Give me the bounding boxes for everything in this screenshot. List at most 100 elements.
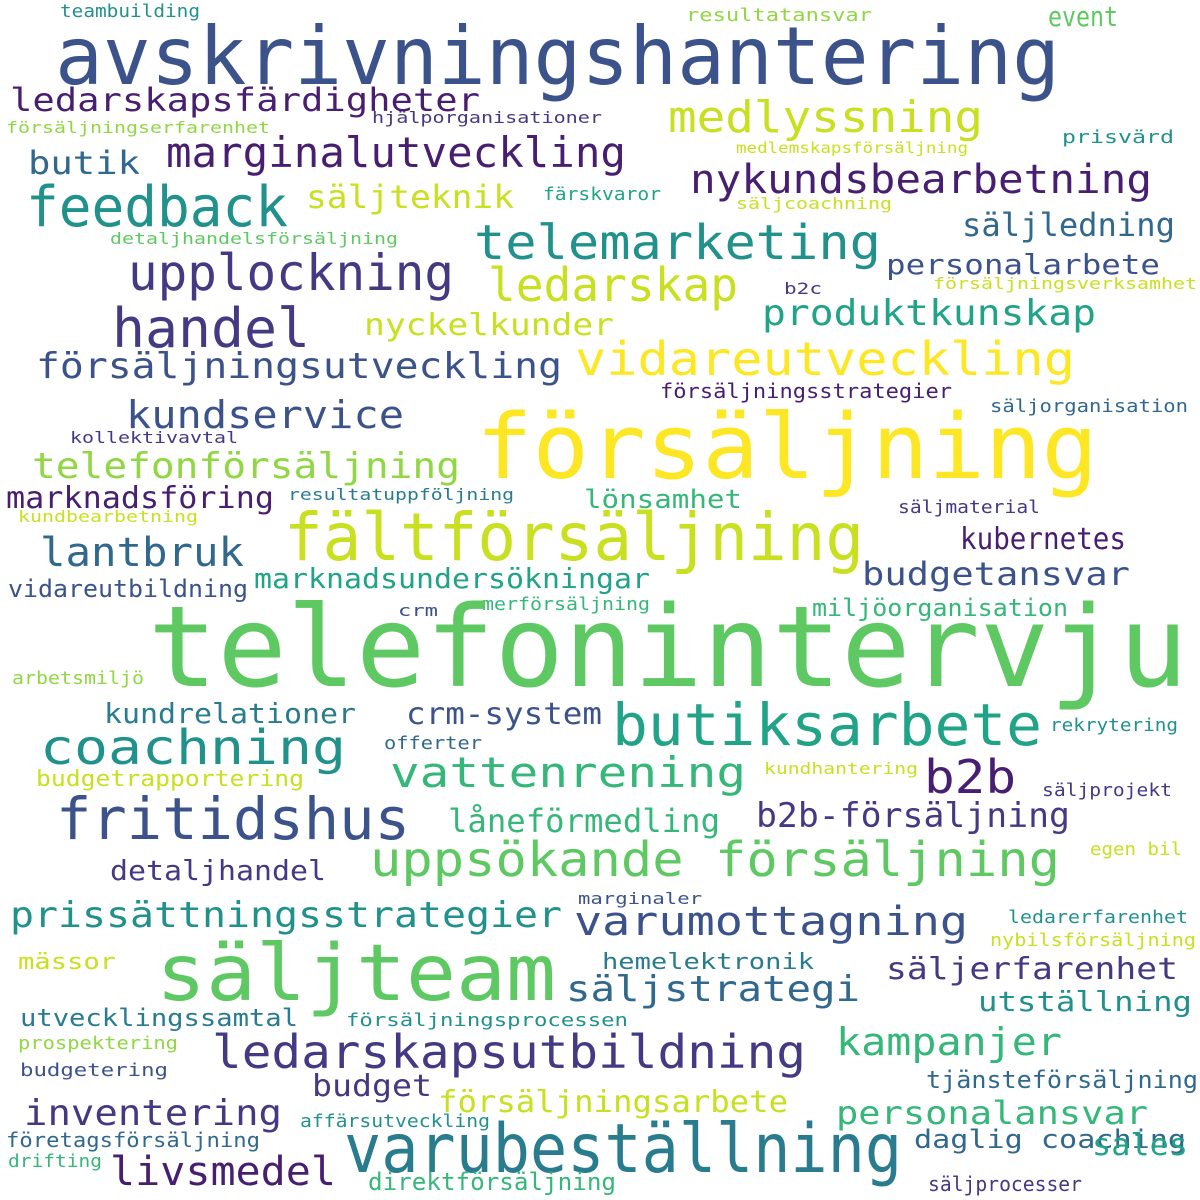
word-saljledning: säljledning — [962, 206, 1176, 244]
word-prisvard: prisvärd — [1062, 127, 1175, 148]
word-livsmedel: livsmedel — [110, 1149, 337, 1195]
word-saljteknik: säljteknik — [306, 178, 514, 216]
word-teambuilding: teambuilding — [60, 1, 200, 22]
word-crm-system: crm-system — [406, 697, 602, 732]
word-nyckelkunder: nyckelkunder — [364, 308, 614, 343]
word-produktkunskap: produktkunskap — [762, 293, 1096, 334]
word-vidareutbildning: vidareutbildning — [8, 575, 248, 603]
word-daglig-coaching: daglig coaching — [914, 1125, 1187, 1155]
word-budget: budget — [312, 1069, 433, 1104]
word-personalansvar: personalansvar — [836, 1094, 1149, 1132]
word-telemarketing: telemarketing — [474, 215, 881, 271]
word-detaljhandel: detaljhandel — [110, 854, 326, 887]
word-prissattningsstrategier: prissättningsstrategier — [10, 895, 562, 936]
word-varumottagning: varumottagning — [574, 899, 969, 945]
word-merforsaljning: merförsäljning — [482, 594, 650, 615]
word-egen-bil: egen bil — [1090, 839, 1183, 860]
word-ledarskap: ledarskap — [488, 258, 738, 312]
word-hemelektronik: hemelektronik — [602, 950, 814, 975]
word-b2c: b2c — [784, 279, 823, 298]
word-prospektering: prospektering — [18, 1033, 178, 1054]
word-marginalutveckling: marginalutveckling — [166, 128, 626, 177]
word-marknadsforing: marknadsföring — [6, 481, 274, 516]
word-utvecklingssamtal: utvecklingssamtal — [20, 1004, 298, 1032]
word-forsaljningsverksamhet: försäljningsverksamhet — [933, 274, 1197, 293]
word-lonsamhet: lönsamhet — [584, 485, 742, 515]
word-direktforsaljning: direktförsäljning — [368, 1168, 616, 1196]
word-nykundsbearbetning: nykundsbearbetning — [690, 157, 1153, 203]
word-faltforsaljning: fältförsäljning — [284, 499, 864, 576]
word-budgetansvar: budgetansvar — [862, 555, 1130, 593]
word-uppsokande-forsaljning: uppsökande försäljning — [370, 832, 1060, 888]
word-forsaljningsutveckling: försäljningsutveckling — [36, 346, 562, 387]
word-saljerfarenhet: säljerfarenhet — [886, 952, 1178, 987]
word-saljteam: säljteam — [156, 929, 556, 1019]
word-fritidshus: fritidshus — [56, 785, 410, 853]
word-forsaljningserfarenhet: försäljningserfarenhet — [6, 118, 270, 137]
word-ledarskapsfardigheter: ledarskapsfärdigheter — [10, 81, 480, 119]
word-forsaljning: försäljning — [476, 395, 1099, 500]
word-budgetrapportering: budgetrapportering — [36, 767, 305, 792]
word-event: event — [1048, 0, 1119, 33]
word-saljmaterial: säljmaterial — [898, 497, 1040, 518]
word-kundhantering: kundhantering — [764, 759, 919, 778]
word-resultatuppfoljning: resultatuppföljning — [288, 485, 515, 504]
word-saljprocesser: säljprocesser — [928, 1172, 1082, 1196]
word-kollektivavtal: kollektivavtal — [70, 428, 238, 447]
word-upplockning: upplockning — [128, 244, 455, 302]
word-vidareutveckling: vidareutveckling — [575, 332, 1076, 386]
word-nybilsforsaljning: nybilsförsäljning — [990, 930, 1196, 951]
word-forsaljningsstrategier: försäljningsstrategier — [660, 379, 953, 403]
word-sales: sales — [1092, 1128, 1189, 1163]
word-farskvaror: färskvaror — [543, 184, 661, 205]
word-offerter: offerter — [384, 733, 483, 754]
word-medlyssning: medlyssning — [668, 92, 984, 143]
word-massor: mässor — [18, 950, 116, 975]
word-telefonforsaljning: telefonförsäljning — [32, 446, 460, 487]
word-resultatansvar: resultatansvar — [686, 5, 873, 26]
word-ledarskapsutbildning: ledarskapsutbildning — [212, 1025, 806, 1079]
word-crm: crm — [398, 601, 439, 620]
word-medlemskapsforsaljning: medlemskapsförsäljning — [736, 139, 969, 157]
word-lantbruk: lantbruk — [40, 530, 245, 576]
word-kundservice: kundservice — [126, 393, 404, 437]
word-handel: handel — [112, 297, 311, 360]
word-foretagsforsaljning: företagsförsäljning — [6, 1128, 260, 1152]
word-varubestallning: varubeställning — [344, 1110, 903, 1189]
word-laneformedling: låneförmedling — [448, 802, 721, 840]
word-arbetsmiljo: arbetsmiljö — [12, 668, 144, 689]
word-ledarerfarenhet: ledarerfarenhet — [1008, 907, 1189, 928]
word-saljprojekt: säljprojekt — [1042, 780, 1172, 801]
word-marginaler: marginaler — [578, 889, 703, 908]
word-miljoorganisation: miljöorganisation — [812, 594, 1069, 622]
word-saljcoachning: säljcoachning — [736, 194, 893, 213]
word-vattenrening: vattenrening — [390, 748, 746, 797]
word-rekrytering: rekrytering — [1050, 715, 1179, 736]
word-marknadsundersokningar: marknadsundersökningar — [254, 562, 650, 595]
word-telefonintervju: telefonintervju — [148, 583, 1188, 713]
word-feedback: feedback — [26, 175, 289, 240]
word-kundrelationer: kundrelationer — [104, 697, 356, 730]
word-kubernetes: kubernetes — [960, 522, 1126, 557]
word-drifting: drifting — [8, 1151, 103, 1172]
word-coachning: coachning — [40, 720, 347, 776]
word-utstallning: utställning — [978, 985, 1192, 1018]
word-saljstrategi: säljstrategi — [566, 969, 861, 1010]
word-forsaljningsarbete: försäljningsarbete — [438, 1085, 789, 1120]
word-forsaljningsprocessen: försäljningsprocessen — [346, 1010, 628, 1031]
word-hjalporganisationer: hjälporganisationer — [372, 108, 602, 127]
word-butik: butik — [28, 144, 141, 182]
word-personalarbete: personalarbete — [886, 248, 1160, 281]
word-kundbearbetning: kundbearbetning — [18, 507, 199, 526]
word-avskrivningshantering: avskrivningshantering — [55, 10, 1060, 103]
word-tjansteforsaljning: tjänsteförsäljning — [926, 1066, 1199, 1094]
word-budgetering: budgetering — [20, 1060, 168, 1081]
word-b2b-forsaljning: b2b-försäljning — [756, 796, 1070, 836]
word-detaljhandelsforsaljning: detaljhandelsförsäljning — [110, 229, 398, 248]
word-inventering: inventering — [24, 1093, 282, 1134]
word-butiksarbete: butiksarbete — [612, 691, 1043, 759]
word-saljorganisation: säljorganisation — [990, 396, 1188, 417]
word-affarsutveckling: affärsutveckling — [300, 1111, 491, 1132]
word-kampanjer: kampanjer — [836, 1020, 1063, 1064]
